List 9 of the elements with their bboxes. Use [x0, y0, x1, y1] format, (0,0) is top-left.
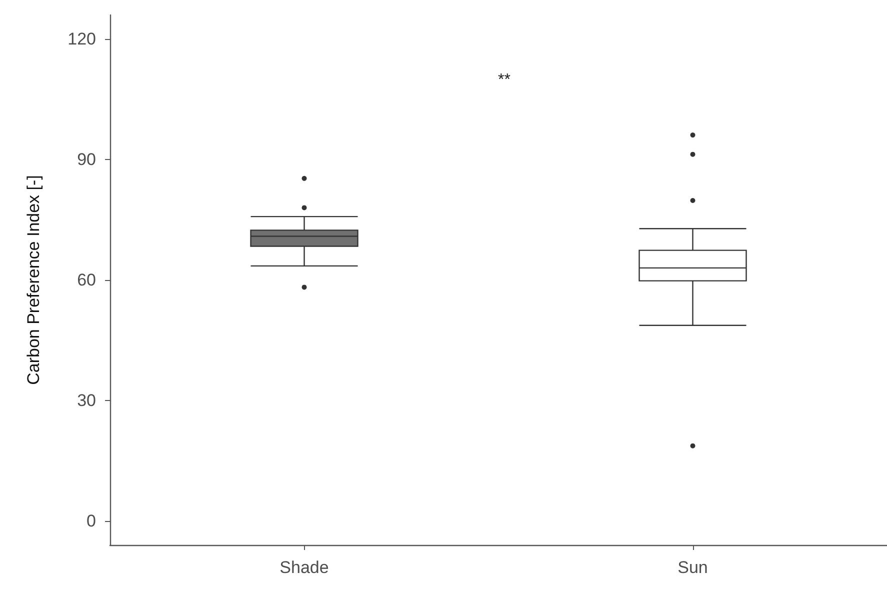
y-tick-label: 120 — [68, 30, 96, 49]
x-tick-label: Sun — [678, 558, 708, 577]
y-tick-label: 60 — [77, 270, 96, 290]
y-axis-title: Carbon Preference Index [-] — [24, 175, 43, 385]
y-tick-label: 30 — [77, 390, 96, 410]
annotation: ** — [498, 72, 510, 88]
y-tick-label: 90 — [77, 150, 96, 170]
y-tick-label: 0 — [86, 511, 96, 530]
x-tick-label: Shade — [280, 558, 329, 577]
